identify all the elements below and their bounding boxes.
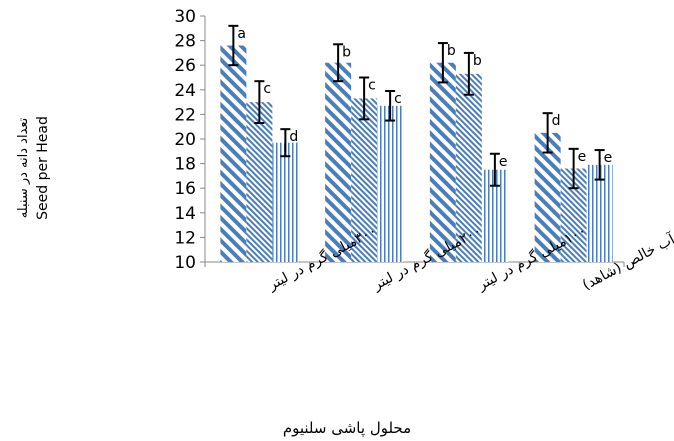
y-tick-label: 10 [174, 253, 196, 273]
significance-letter: a [237, 26, 246, 42]
significance-letter: c [368, 78, 376, 94]
letters-group: a b b d c c b e d c e e [237, 26, 612, 170]
bar [220, 45, 247, 262]
y-tick-label: 12 [174, 228, 196, 248]
significance-letter: d [552, 113, 561, 129]
bar [351, 98, 378, 262]
y-tick-label: 20 [174, 130, 196, 150]
y-ticks-group: 10 12 14 16 18 20 22 24 26 28 30 [174, 7, 205, 273]
significance-letter: e [578, 149, 587, 165]
y-tick-label: 14 [174, 204, 196, 224]
x-axis-title: محلول پاشی سلنیوم [283, 419, 411, 438]
significance-letter: d [289, 129, 298, 145]
y-axis-title-en: Seed per Head [35, 116, 51, 220]
significance-letter: b [447, 43, 456, 59]
significance-letter: c [263, 81, 271, 97]
significance-letter: c [394, 91, 402, 107]
y-tick-label: 18 [174, 155, 196, 175]
significance-letter: e [499, 154, 508, 170]
bar [429, 62, 456, 262]
y-tick-label: 16 [174, 179, 196, 199]
significance-letter: e [604, 150, 613, 166]
y-tick-label: 28 [174, 32, 196, 52]
bar [246, 102, 273, 262]
y-tick-label: 22 [174, 105, 196, 125]
y-tick-label: 26 [174, 56, 196, 76]
bar [272, 142, 299, 262]
significance-letter: b [473, 53, 482, 69]
bar [534, 132, 561, 262]
bars-group [220, 45, 613, 262]
bar [325, 62, 352, 262]
significance-letter: b [342, 44, 351, 60]
error-bars-group [228, 24, 605, 190]
y-tick-label: 24 [174, 81, 196, 101]
bar [455, 73, 482, 262]
bar [586, 164, 613, 262]
y-axis-title-fa: تعداد دانه در سنبله [16, 117, 31, 218]
y-tick-label: 30 [174, 7, 196, 27]
bar [377, 105, 404, 262]
